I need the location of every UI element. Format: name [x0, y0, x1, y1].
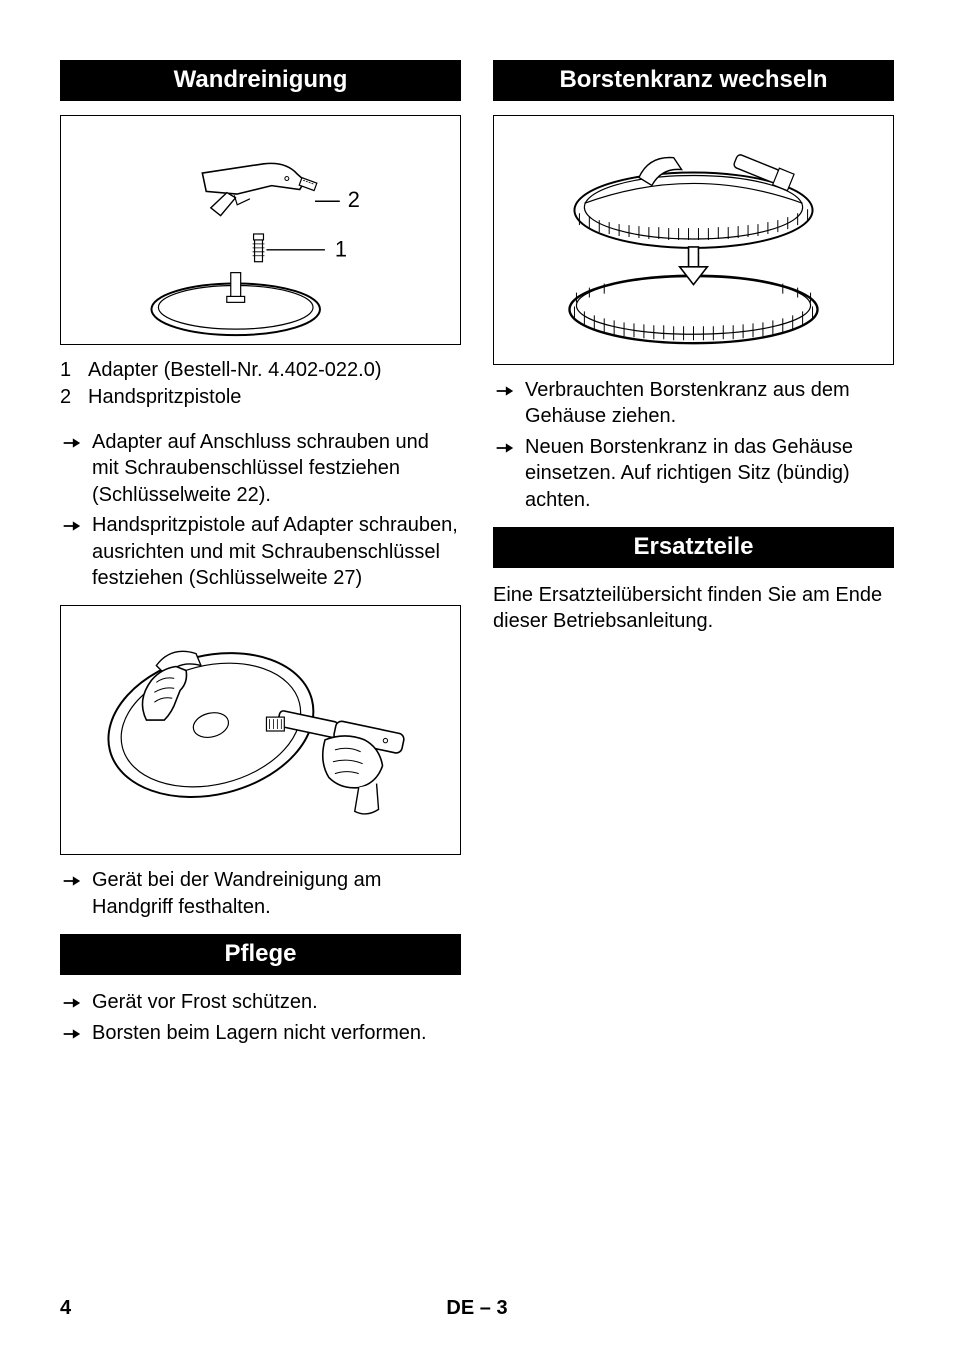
legend-row: 2 Handspritzpistole [60, 384, 461, 411]
step-list-pflege: Gerät vor Frost schützen. Borsten beim L… [60, 989, 461, 1046]
step-text: Gerät vor Frost schützen. [92, 989, 318, 1015]
figure-borstenkranz [493, 115, 894, 365]
arrow-icon [60, 870, 82, 892]
step-list-hold: Gerät bei der Wandreinigung am Handgriff… [60, 867, 461, 920]
arrow-icon [60, 992, 82, 1014]
legend-row: 1 Adapter (Bestell-Nr. 4.402-022.0) [60, 357, 461, 384]
step-item: Neuen Borstenkranz in das Gehäuse einset… [493, 434, 894, 513]
legend-text: Handspritzpistole [88, 384, 241, 411]
arrow-icon [60, 1023, 82, 1045]
step-item: Borsten beim Lagern nicht verformen. [60, 1020, 461, 1046]
section-header-ersatzteile: Ersatzteile [493, 527, 894, 568]
right-column: Borstenkranz wechseln [493, 60, 894, 1060]
step-item: Gerät bei der Wandreinigung am Handgriff… [60, 867, 461, 920]
step-list-borstenkranz: Verbrauchten Borstenkranz aus dem Gehäus… [493, 377, 894, 513]
step-item: Handspritzpistole auf Adapter schrauben,… [60, 512, 461, 591]
step-text: Borsten beim Lagern nicht verformen. [92, 1020, 427, 1046]
page-footer: 4 DE – 3 . [0, 1297, 954, 1320]
parts-legend: 1 Adapter (Bestell-Nr. 4.402-022.0) 2 Ha… [60, 357, 461, 411]
section-header-borstenkranz: Borstenkranz wechseln [493, 60, 894, 101]
page-number-center: DE – 3 [0, 1297, 954, 1320]
figure-wandreinigung-assembly: 2 1 [60, 115, 461, 345]
arrow-icon [493, 380, 515, 402]
step-text: Handspritzpistole auf Adapter schrauben,… [92, 512, 461, 591]
ersatzteile-text: Eine Ersatzteilübersicht finden Sie am E… [493, 582, 894, 635]
arrow-icon [60, 432, 82, 454]
arrow-icon [60, 515, 82, 537]
step-text: Neuen Borstenkranz in das Gehäuse einset… [525, 434, 894, 513]
legend-number: 2 [60, 384, 74, 411]
step-item: Adapter auf Anschluss schrauben und mit … [60, 429, 461, 508]
section-header-wandreinigung: Wandreinigung [60, 60, 461, 101]
step-text: Adapter auf Anschluss schrauben und mit … [92, 429, 461, 508]
step-text: Verbrauchten Borstenkranz aus dem Gehäus… [525, 377, 894, 430]
step-list-assembly: Adapter auf Anschluss schrauben und mit … [60, 429, 461, 591]
legend-number: 1 [60, 357, 74, 384]
figure-wandreinigung-hold [60, 605, 461, 855]
callout-1: 1 [335, 237, 347, 262]
step-item: Gerät vor Frost schützen. [60, 989, 461, 1015]
section-header-pflege: Pflege [60, 934, 461, 975]
step-item: Verbrauchten Borstenkranz aus dem Gehäus… [493, 377, 894, 430]
legend-text: Adapter (Bestell-Nr. 4.402-022.0) [88, 357, 382, 384]
arrow-icon [493, 437, 515, 459]
callout-2: 2 [348, 187, 360, 212]
step-text: Gerät bei der Wandreinigung am Handgriff… [92, 867, 461, 920]
left-column: Wandreinigung [60, 60, 461, 1060]
two-column-layout: Wandreinigung [60, 60, 894, 1060]
